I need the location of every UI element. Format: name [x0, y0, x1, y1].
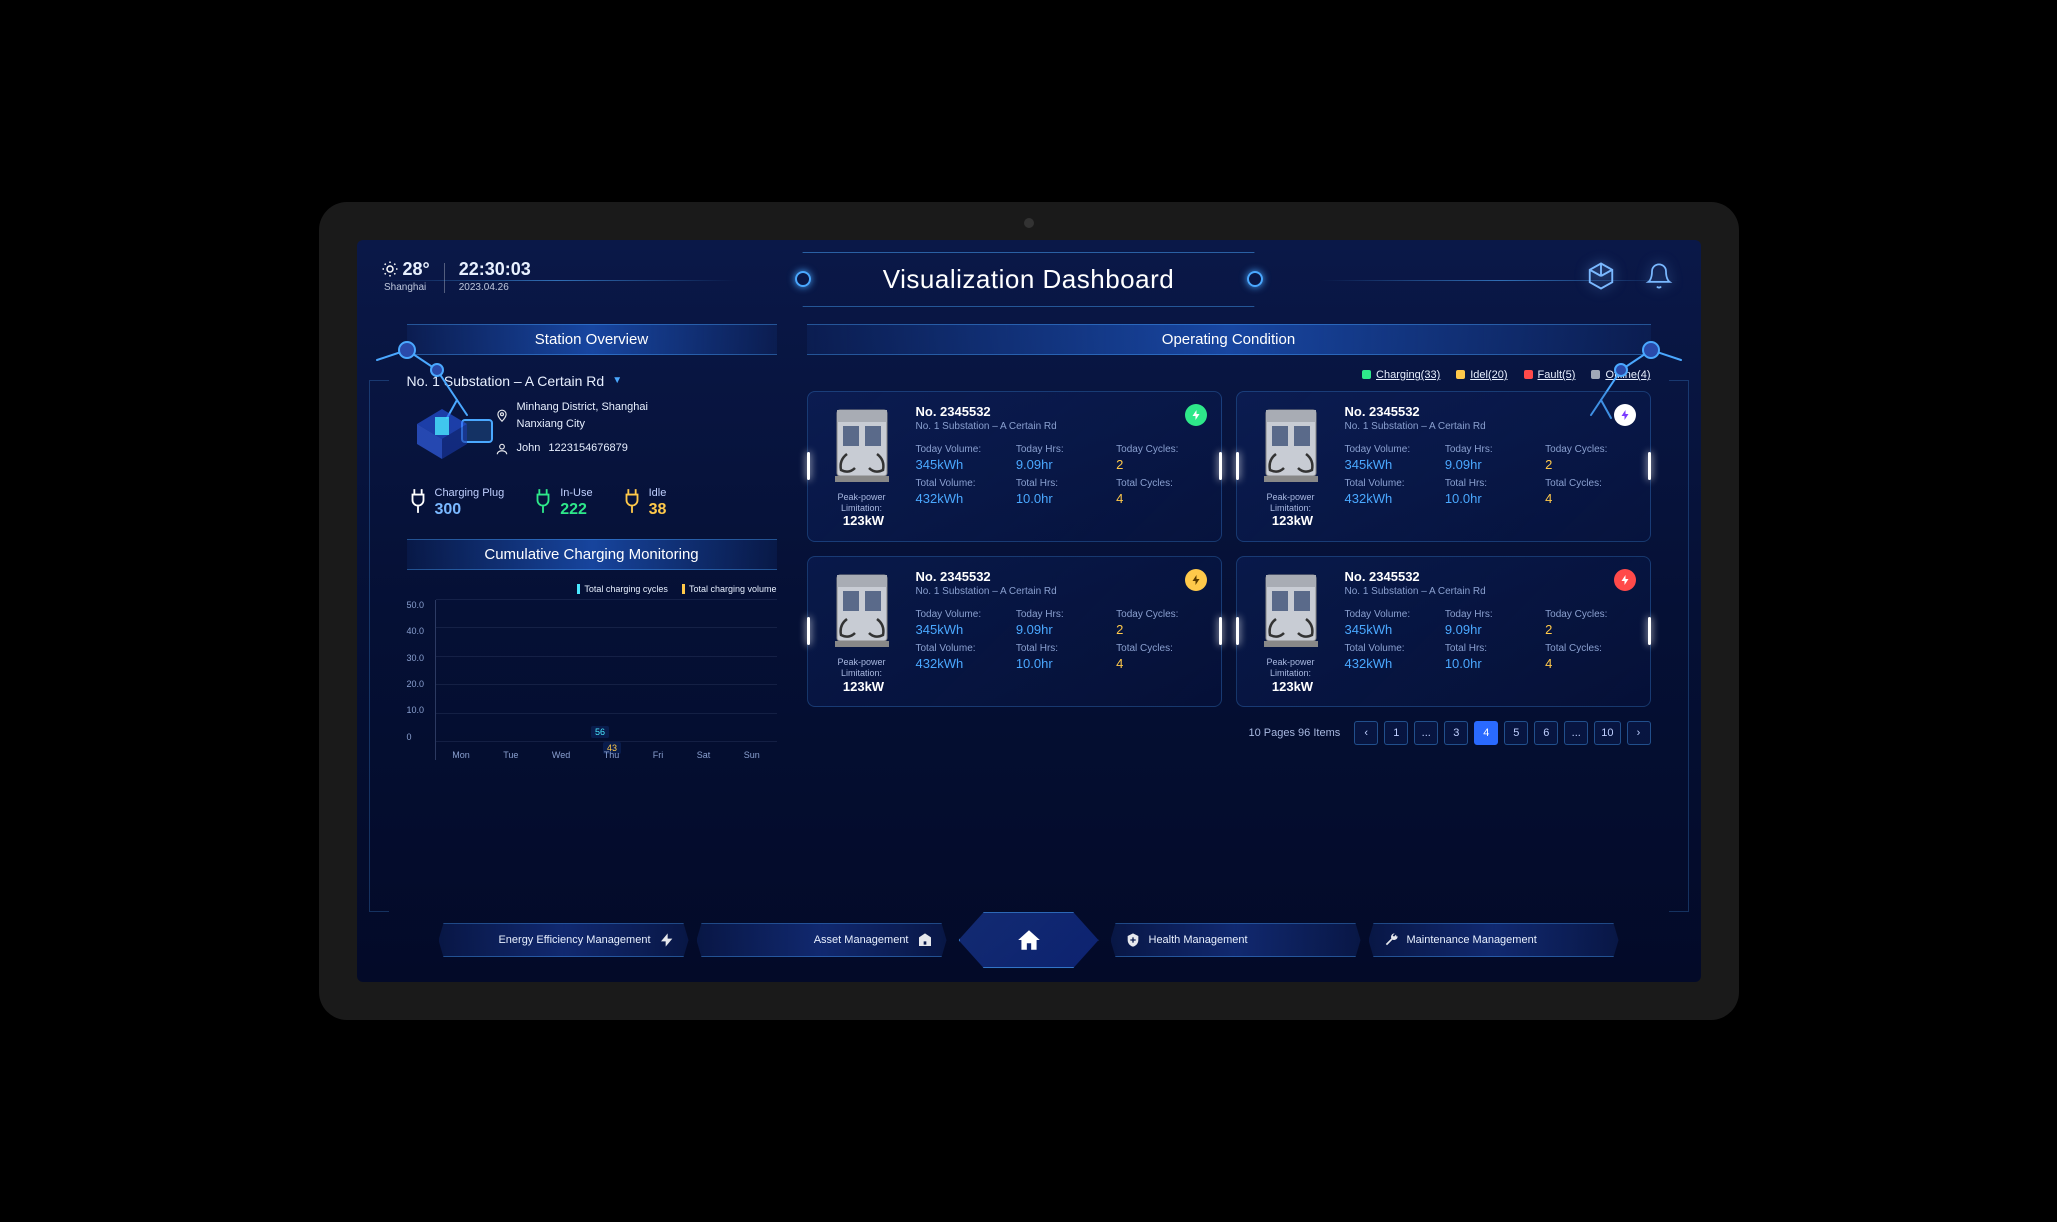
- station-selector[interactable]: No. 1 Substation – A Certain Rd ▼: [407, 369, 777, 399]
- plug-icon: [621, 487, 643, 515]
- page-number: ...: [1564, 721, 1588, 745]
- page-number[interactable]: 4: [1474, 721, 1498, 745]
- station-selected-label: No. 1 Substation – A Certain Rd: [407, 373, 605, 389]
- bolt-icon: [659, 932, 675, 948]
- status-badge: [1614, 404, 1636, 426]
- chevron-down-icon: ▼: [612, 375, 622, 386]
- building-icon: [917, 932, 933, 948]
- station-overview-header: Station Overview: [407, 324, 777, 355]
- page-number: ...: [1414, 721, 1438, 745]
- stat-charging-plug: Charging Plug 300: [407, 487, 505, 519]
- date: 2023.04.26: [459, 282, 531, 293]
- charger-substation: No. 1 Substation – A Certain Rd: [1345, 586, 1636, 597]
- pagination: 10 Pages 96 Items ‹ 1...3456...10 ›: [807, 721, 1651, 745]
- cumulative-chart: 010.020.030.040.050.0 5643 MonTueWedThuF…: [407, 600, 777, 760]
- page-number[interactable]: 1: [1384, 721, 1408, 745]
- shield-plus-icon: [1125, 932, 1141, 948]
- station-3d-icon: [407, 399, 477, 469]
- page-number[interactable]: 10: [1594, 721, 1620, 745]
- page-number[interactable]: 6: [1534, 721, 1558, 745]
- clock-widget: 22:30:03 2023.04.26: [459, 259, 531, 293]
- time: 22:30:03: [459, 259, 531, 280]
- wrench-icon: [1383, 932, 1399, 948]
- stat-idle: Idle 38: [621, 487, 667, 519]
- cube-icon[interactable]: [1583, 258, 1619, 294]
- charger-substation: No. 1 Substation – A Certain Rd: [916, 421, 1207, 432]
- charger-id: No. 2345532: [916, 569, 1207, 584]
- location-icon: [495, 409, 509, 423]
- bell-icon[interactable]: [1641, 258, 1677, 294]
- page-number[interactable]: 5: [1504, 721, 1528, 745]
- status-badge: [1614, 569, 1636, 591]
- charger-card[interactable]: Peak-power Limitation:123kW No. 2345532 …: [807, 391, 1222, 542]
- contact-name: John: [517, 440, 541, 458]
- nav-maintenance-management[interactable]: Maintenance Management: [1369, 923, 1619, 957]
- home-icon: [1016, 927, 1042, 953]
- chart-header: Cumulative Charging Monitoring: [407, 539, 777, 570]
- charger-substation: No. 1 Substation – A Certain Rd: [1345, 421, 1636, 432]
- weather-widget: 28° Shanghai: [381, 259, 430, 293]
- home-button[interactable]: [959, 912, 1099, 968]
- stat-in-use: In-Use 222: [532, 487, 592, 519]
- address-line1: Minhang District, Shanghai: [517, 399, 648, 417]
- operating-header: Operating Condition: [807, 324, 1651, 355]
- nav-health-management[interactable]: Health Management: [1111, 923, 1361, 957]
- filter-offline[interactable]: Offline(4): [1591, 369, 1650, 381]
- filter-charging[interactable]: Charging(33): [1362, 369, 1440, 381]
- charger-id: No. 2345532: [1345, 404, 1636, 419]
- charger-card[interactable]: Peak-power Limitation:123kW No. 2345532 …: [807, 556, 1222, 707]
- page-summary: 10 Pages 96 Items: [1249, 727, 1341, 739]
- page-number[interactable]: 3: [1444, 721, 1468, 745]
- plug-icon: [532, 487, 554, 515]
- filter-fault[interactable]: Fault(5): [1524, 369, 1576, 381]
- nav-energy-efficiency[interactable]: Energy Efficiency Management: [439, 923, 689, 957]
- page-next[interactable]: ›: [1627, 721, 1651, 745]
- sun-icon: [381, 260, 399, 278]
- charger-id: No. 2345532: [1345, 569, 1636, 584]
- status-badge: [1185, 404, 1207, 426]
- filter-idle[interactable]: Idel(20): [1456, 369, 1507, 381]
- page-prev[interactable]: ‹: [1354, 721, 1378, 745]
- contact-id: 1223154676879: [548, 440, 628, 458]
- location-label: Shanghai: [381, 282, 430, 293]
- charger-id: No. 2345532: [916, 404, 1207, 419]
- status-badge: [1185, 569, 1207, 591]
- temperature: 28°: [403, 259, 430, 280]
- charger-substation: No. 1 Substation – A Certain Rd: [916, 586, 1207, 597]
- charger-card[interactable]: Peak-power Limitation:123kW No. 2345532 …: [1236, 391, 1651, 542]
- user-icon: [495, 442, 509, 456]
- charger-card[interactable]: Peak-power Limitation:123kW No. 2345532 …: [1236, 556, 1651, 707]
- nav-asset-management[interactable]: Asset Management: [697, 923, 947, 957]
- address-line2: Nanxiang City: [517, 416, 648, 434]
- plug-icon: [407, 487, 429, 515]
- chart-legend: Total charging cycles Total charging vol…: [407, 584, 777, 594]
